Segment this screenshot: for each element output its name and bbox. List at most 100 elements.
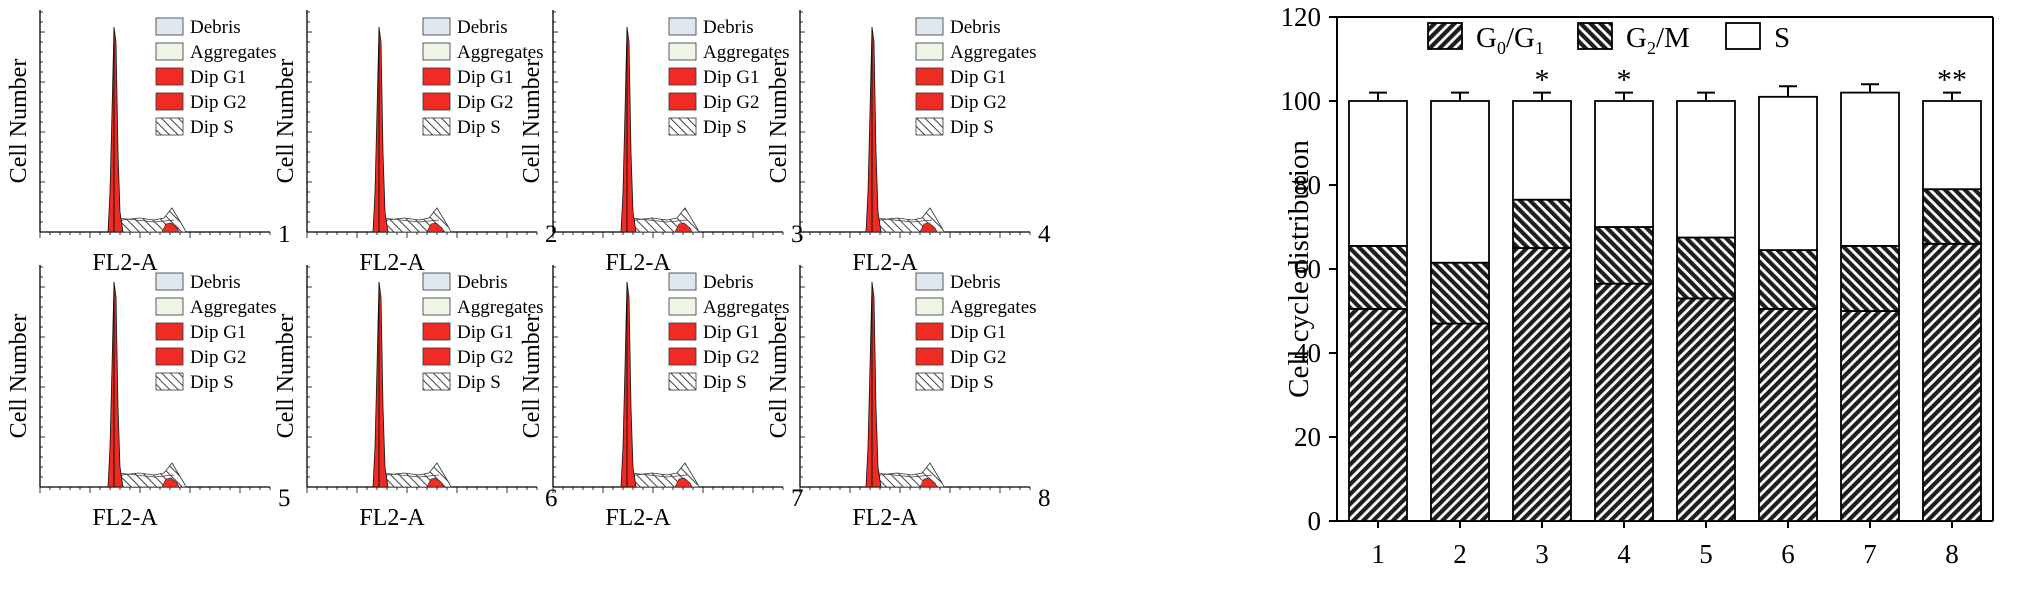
bar-g0g1-segment	[1512, 247, 1572, 522]
y-axis-label: Cell Number	[273, 314, 299, 439]
bar-g0g1-segment	[1594, 282, 1654, 522]
bar-y-tick-label: 40	[1294, 338, 1321, 368]
y-axis-label: Cell Number	[766, 314, 792, 439]
bar-y-tick-label: 60	[1294, 254, 1321, 284]
legend-s-swatch	[1725, 22, 1761, 50]
legend-dip-g1-swatch	[915, 322, 944, 341]
legend-dip-s-swatch	[915, 372, 944, 391]
stacked-bar-chart: 0 20 40 60 80 100 120 Cell cycle distribution 1 2…	[1281, 2, 1994, 569]
bar-g0g1-segment	[1676, 297, 1736, 522]
bar-g2m-segment	[1512, 198, 1572, 249]
legend-aggregates-swatch	[422, 297, 451, 316]
legend-aggregates-label: Aggregates	[457, 297, 544, 318]
legend-dip-s-label: Dip S	[190, 372, 234, 393]
legend-dip-g2-swatch	[915, 347, 944, 366]
legend-debris-label: Debris	[950, 272, 1001, 293]
bar-x-tick-label: 4	[1617, 539, 1631, 569]
legend-debris-label: Debris	[457, 272, 508, 293]
legend-dip-g2-label: Dip G2	[703, 92, 759, 113]
legend-dip-g2-swatch	[915, 92, 944, 111]
bar-g2m-segment	[1922, 188, 1982, 245]
bar-s-segment	[1922, 100, 1982, 191]
dip-g2-peak	[674, 477, 693, 488]
panel-number: 5	[278, 485, 291, 512]
legend-g0g1-label: G0/G1	[1476, 22, 1544, 58]
dip-g2-peak	[674, 222, 693, 233]
significance-marker: *	[1617, 64, 1632, 97]
bar-x-tick-label: 5	[1699, 539, 1713, 569]
debris-curve	[630, 217, 688, 223]
legend-dip-g1-label: Dip G1	[190, 67, 246, 88]
legend-dip-g2-swatch	[668, 347, 697, 366]
y-axis-label: Cell Number	[766, 59, 792, 184]
legend-s-label: S	[1774, 22, 1790, 54]
legend-dip-s-label: Dip S	[950, 372, 994, 393]
legend-dip-g1-swatch	[422, 67, 451, 86]
y-axis-label: Cell Number	[273, 59, 299, 184]
panel-number: 6	[545, 485, 558, 512]
legend-debris-label: Debris	[703, 272, 754, 293]
bar-y-axis-label: Cell cycle distribution	[1283, 140, 1315, 398]
legend-dip-g1-label: Dip G1	[457, 67, 513, 88]
panel-number: 7	[791, 485, 804, 512]
legend-debris-swatch	[422, 272, 451, 291]
legend-dip-s-label: Dip S	[950, 117, 994, 138]
bar-s-segment	[1430, 100, 1490, 264]
panel-number: 8	[1038, 485, 1051, 512]
legend-g2m-label: G2/M	[1626, 22, 1690, 58]
legend-aggregates-swatch	[155, 42, 184, 61]
legend-dip-g2-label: Dip G2	[190, 92, 246, 113]
bar-legend: G0/G1 G2/M S	[1427, 22, 1790, 58]
legend-aggregates-label: Aggregates	[190, 297, 277, 318]
significance-marker: *	[1535, 64, 1550, 97]
bar-x-tick-label: 7	[1863, 539, 1877, 569]
legend-dip-s-swatch	[668, 117, 697, 136]
legend-aggregates-label: Aggregates	[190, 42, 277, 63]
dip-g1-peak	[372, 26, 389, 233]
debris-curve	[630, 472, 688, 478]
legend-dip-s-label: Dip S	[457, 117, 501, 138]
x-axis-label: FL2-A	[359, 505, 425, 531]
legend-g2m-swatch	[1577, 22, 1613, 50]
bar-y-tick-label: 120	[1281, 2, 1322, 32]
debris-curve	[117, 472, 175, 478]
bar-s-segment	[1594, 100, 1654, 228]
legend-dip-g1-swatch	[668, 322, 697, 341]
y-axis-label: Cell Number	[6, 59, 32, 184]
legend-dip-g1-label: Dip G1	[703, 67, 759, 88]
legend-dip-s-label: Dip S	[703, 117, 747, 138]
legend-dip-s-swatch	[155, 372, 184, 391]
bar-g2m-segment	[1758, 249, 1818, 310]
legend-dip-s-swatch	[668, 372, 697, 391]
panel-number: 1	[278, 221, 291, 248]
legend-aggregates-label: Aggregates	[950, 297, 1037, 318]
panel-number: 4	[1038, 221, 1051, 248]
legend-debris-swatch	[915, 272, 944, 291]
bar-s-segment	[1348, 100, 1408, 247]
histogram-panel-6: Debris Aggregates Dip G1 Dip G2 Dip S Cell Nu…	[273, 265, 558, 531]
legend-debris-swatch	[668, 272, 697, 291]
legend-dip-g1-swatch	[915, 67, 944, 86]
legend-dip-s-swatch	[422, 117, 451, 136]
dip-g1-peak	[865, 281, 882, 488]
histogram-panel-5: Debris Aggregates Dip G1 Dip G2 Dip S Cell Nu…	[6, 265, 291, 531]
panel-number: 3	[791, 221, 804, 248]
y-axis-label: Cell Number	[519, 314, 545, 439]
legend-aggregates-label: Aggregates	[950, 42, 1037, 63]
bar-y-tick-label: 20	[1294, 422, 1321, 452]
legend-aggregates-swatch	[155, 297, 184, 316]
x-axis-label: FL2-A	[92, 250, 158, 276]
debris-curve	[382, 472, 440, 478]
bar-x-tick-label: 1	[1371, 539, 1385, 569]
bar-x-tick-label: 8	[1945, 539, 1959, 569]
debris-curve	[875, 472, 933, 478]
bar-s-segment	[1758, 95, 1818, 252]
bar-g2m-segment	[1430, 261, 1490, 325]
debris-curve	[117, 217, 175, 223]
legend-aggregates-swatch	[915, 42, 944, 61]
legend-dip-g2-swatch	[155, 347, 184, 366]
bar-s-segment	[1840, 91, 1900, 247]
legend-debris-swatch	[668, 17, 697, 36]
legend-dip-s-swatch	[915, 117, 944, 136]
